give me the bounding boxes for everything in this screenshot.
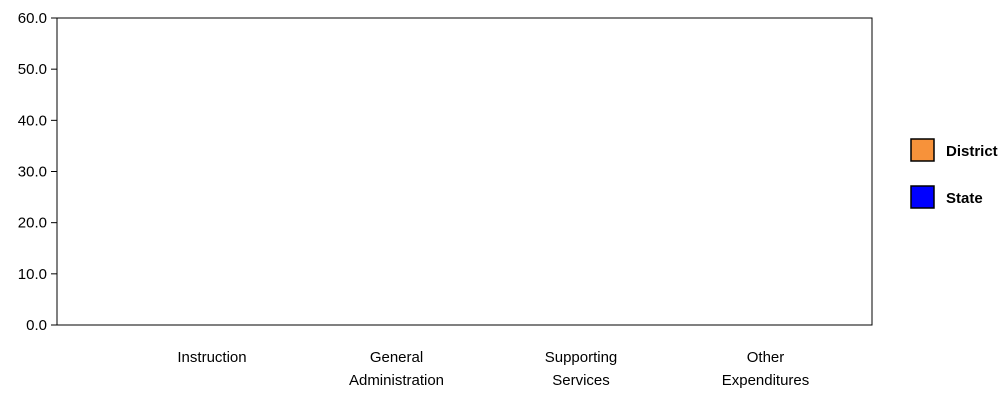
x-category-label: Supporting <box>545 349 618 366</box>
legend: District State <box>910 138 998 209</box>
legend-label-state: State <box>946 190 983 207</box>
y-tick-label: 10.0 <box>18 266 47 283</box>
plot-area <box>56 17 873 326</box>
x-category-label: Expenditures <box>722 372 810 389</box>
x-category-label: Instruction <box>177 349 246 366</box>
y-tick-label: 40.0 <box>18 112 47 129</box>
legend-swatch-district <box>910 138 935 162</box>
x-axis: Instruction General Administration Supporti… <box>177 349 809 389</box>
y-tick-label: 0.0 <box>26 317 47 334</box>
y-tick-label: 50.0 <box>18 61 47 78</box>
legend-label-district: District <box>946 143 998 160</box>
x-category-label: Administration <box>349 372 444 389</box>
x-category-label: General <box>370 349 423 366</box>
x-category-label: Other <box>747 349 785 366</box>
legend-swatch-state <box>910 185 935 209</box>
y-axis: 0.0 10.0 20.0 30.0 40.0 50.0 60.0 <box>18 10 57 334</box>
x-category-label: Services <box>552 372 610 389</box>
y-tick-label: 30.0 <box>18 164 47 181</box>
y-tick-label: 60.0 <box>18 10 47 27</box>
y-tick-label: 20.0 <box>18 215 47 232</box>
